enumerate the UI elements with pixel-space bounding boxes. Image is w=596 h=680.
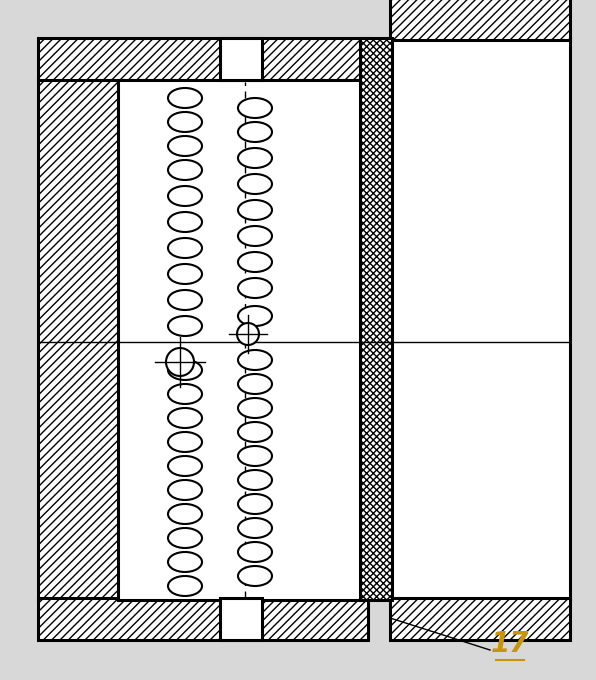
Ellipse shape bbox=[168, 384, 202, 404]
Ellipse shape bbox=[168, 432, 202, 452]
Text: 17: 17 bbox=[491, 630, 529, 658]
Ellipse shape bbox=[238, 174, 272, 194]
Ellipse shape bbox=[168, 186, 202, 206]
Bar bbox=[390, 0, 570, 40]
Bar bbox=[360, 38, 392, 600]
Ellipse shape bbox=[238, 374, 272, 394]
Ellipse shape bbox=[238, 566, 272, 586]
Ellipse shape bbox=[168, 552, 202, 572]
Bar bbox=[38, 40, 570, 640]
Ellipse shape bbox=[238, 470, 272, 490]
Bar bbox=[390, 598, 570, 640]
Ellipse shape bbox=[238, 446, 272, 466]
Ellipse shape bbox=[168, 360, 202, 380]
Ellipse shape bbox=[168, 456, 202, 476]
Ellipse shape bbox=[238, 278, 272, 298]
Ellipse shape bbox=[168, 136, 202, 156]
Ellipse shape bbox=[238, 518, 272, 538]
Ellipse shape bbox=[168, 408, 202, 428]
Ellipse shape bbox=[168, 316, 202, 336]
Ellipse shape bbox=[168, 264, 202, 284]
Ellipse shape bbox=[168, 576, 202, 596]
Ellipse shape bbox=[238, 252, 272, 272]
Ellipse shape bbox=[168, 88, 202, 108]
Ellipse shape bbox=[237, 323, 259, 345]
Ellipse shape bbox=[238, 350, 272, 370]
Bar bbox=[390, 38, 570, 600]
Bar bbox=[38, 78, 120, 602]
Ellipse shape bbox=[168, 480, 202, 500]
Ellipse shape bbox=[168, 290, 202, 310]
Ellipse shape bbox=[238, 494, 272, 514]
Ellipse shape bbox=[238, 122, 272, 142]
Ellipse shape bbox=[238, 148, 272, 168]
Ellipse shape bbox=[168, 212, 202, 232]
Ellipse shape bbox=[168, 112, 202, 132]
Ellipse shape bbox=[168, 238, 202, 258]
Ellipse shape bbox=[238, 98, 272, 118]
Bar bbox=[38, 598, 368, 640]
Bar bbox=[38, 38, 368, 80]
Ellipse shape bbox=[238, 398, 272, 418]
Bar bbox=[118, 80, 363, 600]
Ellipse shape bbox=[168, 160, 202, 180]
Ellipse shape bbox=[238, 542, 272, 562]
Ellipse shape bbox=[238, 422, 272, 442]
Ellipse shape bbox=[168, 504, 202, 524]
Ellipse shape bbox=[168, 528, 202, 548]
Ellipse shape bbox=[238, 200, 272, 220]
Ellipse shape bbox=[238, 226, 272, 246]
Bar bbox=[220, 38, 262, 80]
Ellipse shape bbox=[238, 306, 272, 326]
Bar bbox=[220, 598, 262, 640]
Ellipse shape bbox=[166, 348, 194, 376]
